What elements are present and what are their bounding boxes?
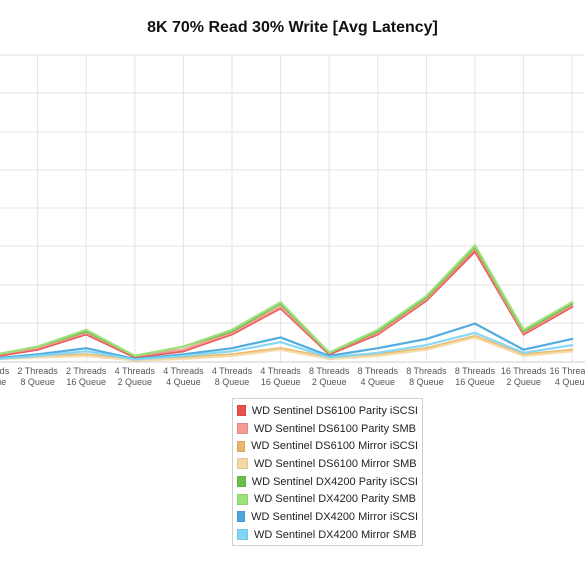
legend-swatch [237, 458, 248, 470]
x-tick-label: 4 Threads 4 Queue [163, 366, 204, 387]
x-tick-label: 8 Threads 16 Queue [455, 366, 496, 387]
legend-swatch [237, 476, 246, 488]
legend-item: WD Sentinel DX4200 Mirror iSCSI [237, 508, 418, 526]
x-tick-label: 4 Threads 8 Queue [212, 366, 253, 387]
legend-swatch [237, 440, 246, 452]
legend-swatch [237, 511, 246, 523]
legend-item: WD Sentinel DS6100 Mirror iSCSI [237, 437, 418, 455]
x-tick-label: 4 Threads 16 Queue [260, 366, 301, 387]
legend-item: WD Sentinel DX4200 Parity SMB [237, 490, 418, 508]
x-tick-label: 2 Threads 8 Queue [17, 366, 58, 387]
legend-swatch [237, 405, 246, 417]
series-line [0, 250, 574, 359]
series-line [0, 331, 574, 361]
legend-item: WD Sentinel DS6100 Parity SMB [237, 420, 418, 438]
legend-label: WD Sentinel DX4200 Mirror SMB [254, 528, 417, 541]
series-line [0, 244, 574, 357]
series-line [0, 334, 574, 361]
legend-swatch [237, 493, 248, 505]
legend-item: WD Sentinel DX4200 Parity iSCSI [237, 473, 418, 491]
legend-label: WD Sentinel DX4200 Parity iSCSI [251, 475, 418, 488]
legend-item: WD Sentinel DX4200 Mirror SMB [237, 526, 418, 544]
legend-label: WD Sentinel DS6100 Mirror iSCSI [251, 440, 418, 453]
legend-label: WD Sentinel DS6100 Mirror SMB [254, 457, 417, 470]
series-line [0, 336, 574, 362]
legend-label: WD Sentinel DX4200 Parity SMB [254, 493, 417, 506]
x-tick-label: 16 Threads 2 Queue [501, 366, 547, 387]
series-line [0, 322, 574, 361]
legend-swatch [237, 423, 248, 435]
x-tick-label: 2 Threads 16 Queue [66, 366, 107, 387]
legend-label: WD Sentinel DX4200 Mirror iSCSI [251, 510, 418, 523]
legend-item: WD Sentinel DS6100 Mirror SMB [237, 455, 418, 473]
legend-label: WD Sentinel DS6100 Parity iSCSI [251, 404, 418, 417]
chart-legend: WD Sentinel DS6100 Parity iSCSI WD Sentin… [232, 398, 423, 546]
legend-swatch [237, 529, 248, 541]
x-tick-label: 4 Threads 2 Queue [115, 366, 156, 387]
x-tick-label: 8 Threads 2 Queue [309, 366, 350, 387]
legend-item: WD Sentinel DS6100 Parity iSCSI [237, 402, 418, 420]
legend-label: WD Sentinel DS6100 Parity SMB [254, 422, 417, 435]
x-tick-label: 8 Threads 8 Queue [406, 366, 447, 387]
x-tick-label: 8 Threads 4 Queue [358, 366, 399, 387]
chart-title: 8K 70% Read 30% Write [Avg Latency] [147, 19, 438, 36]
